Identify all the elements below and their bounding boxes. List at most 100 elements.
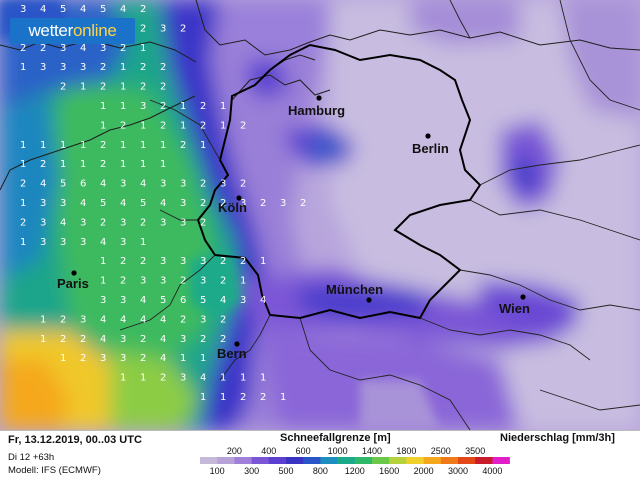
city-paris[interactable]: Paris — [57, 270, 89, 291]
city-muenchen[interactable]: München — [326, 282, 383, 303]
city-label-berlin: Berlin — [412, 141, 449, 156]
grid-value: 3 — [180, 334, 186, 345]
grid-value: 4 — [120, 314, 126, 325]
legend-swatch — [337, 457, 356, 464]
color-field — [0, 0, 640, 430]
grid-value: 2 — [140, 256, 146, 267]
wetteronline-logo[interactable]: wetteronline — [10, 18, 135, 44]
legend-swatch — [200, 457, 218, 464]
grid-value: 4 — [100, 334, 106, 345]
grid-value: 3 — [100, 295, 106, 306]
grid-value: 4 — [100, 314, 106, 325]
grid-value: 1 — [40, 140, 46, 151]
city-wien[interactable]: Wien — [499, 294, 530, 316]
grid-value: 1 — [240, 373, 246, 384]
grid-value: 2 — [160, 101, 166, 112]
legend-tick-upper: 1800 — [396, 446, 416, 456]
grid-value: 2 — [180, 276, 186, 287]
map-canvas: 3 4 5 4 5 4 2 3 2 2 3 2 2 2 3 4 3 2 1 1 3 3 3 2 1 2 2 2 1 2 1 2 2 1 1 3 2 1 2 1… — [0, 0, 640, 430]
city-koeln[interactable]: Köln — [218, 195, 247, 215]
legend-swatch — [217, 457, 235, 464]
forecast-map[interactable]: 3 4 5 4 5 4 2 3 2 2 3 2 2 2 3 4 3 2 1 1 3 3 3 2 1 2 2 2 1 2 1 2 2 1 1 3 2 1 2 1… — [0, 0, 640, 430]
grid-value: 3 — [180, 373, 186, 384]
grid-value: 3 — [80, 62, 86, 73]
legend-swatch — [320, 457, 338, 464]
grid-value: 2 — [60, 334, 66, 345]
grid-value: 1 — [100, 276, 106, 287]
grid-value: 1 — [140, 120, 146, 131]
legend-tick-lower: 100 — [210, 466, 225, 476]
grid-value: 1 — [60, 140, 66, 151]
grid-value: 3 — [40, 237, 46, 248]
grid-value: 3 — [120, 353, 126, 364]
grid-value: 2 — [160, 82, 166, 93]
grid-value: 2 — [140, 217, 146, 228]
city-dot — [366, 297, 372, 303]
grid-value: 4 — [160, 198, 166, 209]
grid-value: 2 — [200, 179, 206, 190]
city-dot — [234, 341, 240, 347]
grid-value: 5 — [160, 295, 166, 306]
grid-value: 1 — [220, 392, 226, 403]
grid-value: 4 — [40, 179, 46, 190]
grid-value: 3 — [160, 276, 166, 287]
city-label-wien: Wien — [499, 301, 530, 316]
grid-value: 3 — [120, 334, 126, 345]
grid-value: 2 — [140, 82, 146, 93]
legend-tick-upper: 1000 — [328, 446, 348, 456]
grid-value: 3 — [100, 43, 106, 54]
legend-tick-upper: 200 — [227, 446, 242, 456]
city-dot — [236, 195, 242, 201]
city-dot — [425, 133, 431, 139]
grid-value: 2 — [180, 23, 186, 34]
grid-value: 1 — [120, 101, 126, 112]
grid-value: 1 — [100, 120, 106, 131]
logo-text-b: online — [72, 21, 117, 40]
grid-value: 6 — [80, 179, 86, 190]
grid-value: 2 — [120, 276, 126, 287]
grid-value: 4 — [120, 198, 126, 209]
legend-lower-ticks: 100 300 500 800 1200 1600 2000 3000 4000 — [210, 466, 503, 476]
grid-value: 2 — [200, 101, 206, 112]
grid-value: 3 — [120, 179, 126, 190]
grid-value: 3 — [60, 43, 66, 54]
grid-value: 4 — [40, 4, 46, 15]
legend-upper-ticks: 200 400 600 1000 1400 1800 2500 3500 — [227, 446, 485, 456]
grid-value: 2 — [20, 217, 26, 228]
grid-value: 3 — [180, 179, 186, 190]
grid-value: 2 — [20, 43, 26, 54]
grid-value: 5 — [60, 4, 66, 15]
grid-value: 1 — [20, 140, 26, 151]
grid-value: 1 — [120, 62, 126, 73]
grid-value: 5 — [140, 198, 146, 209]
legend-tick-upper: 3500 — [465, 446, 485, 456]
grid-value: 2 — [120, 43, 126, 54]
legend-swatch — [303, 457, 321, 464]
precipitation-legend-title: Niederschlag [mm/3h] — [500, 432, 615, 444]
grid-value: 2 — [240, 179, 246, 190]
legend-swatch — [389, 457, 407, 464]
grid-value: 2 — [240, 392, 246, 403]
grid-value: 2 — [60, 82, 66, 93]
city-hamburg[interactable]: Hamburg — [288, 95, 345, 118]
grid-value: 1 — [140, 140, 146, 151]
grid-value: 2 — [160, 120, 166, 131]
grid-value: 2 — [120, 120, 126, 131]
grid-value: 3 — [180, 198, 186, 209]
grid-value: 4 — [100, 237, 106, 248]
grid-value: 1 — [180, 353, 186, 364]
grid-value: 1 — [40, 314, 46, 325]
city-label-koeln: Köln — [218, 200, 247, 215]
grid-value: 2 — [180, 314, 186, 325]
city-berlin[interactable]: Berlin — [412, 133, 449, 156]
city-bern[interactable]: Bern — [217, 341, 247, 361]
country-borders — [196, 43, 482, 320]
grid-value: 1 — [80, 140, 86, 151]
grid-value: 1 — [40, 334, 46, 345]
grid-value: 4 — [60, 217, 66, 228]
city-label-bern: Bern — [217, 346, 247, 361]
legend-swatch — [372, 457, 390, 464]
snowline-grid-values: 3 4 5 4 5 4 2 3 2 2 3 2 2 2 3 4 3 2 1 1 3 3 3 2 1 2 2 2 1 2 1 2 2 1 1 3 2 1 2 1… — [20, 4, 306, 403]
grid-value: 1 — [120, 159, 126, 170]
forecast-model: Modell: IFS (ECMWF) — [8, 465, 101, 476]
